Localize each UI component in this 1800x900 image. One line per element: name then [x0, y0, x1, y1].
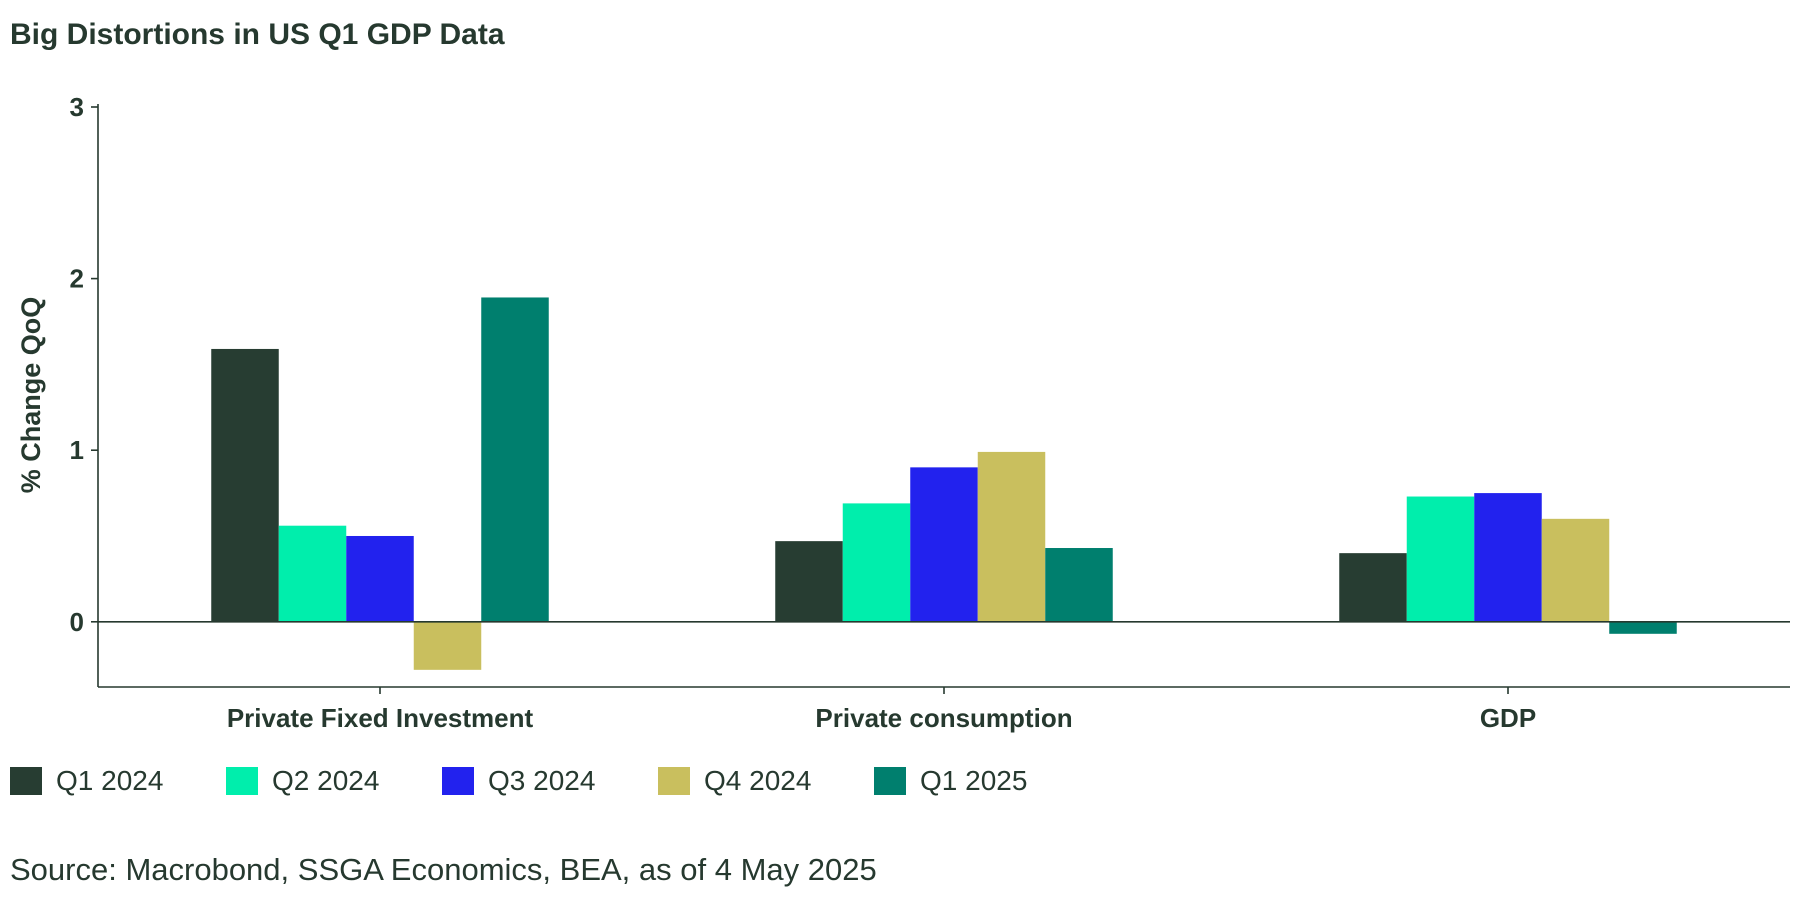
bar-q1-2025-cat-0: [481, 297, 549, 622]
legend-item: Q2 2024: [226, 765, 442, 797]
bar-q2-2024-cat-0: [278, 525, 347, 622]
legend-label: Q3 2024: [488, 765, 596, 796]
legend-swatch: [442, 767, 474, 795]
bar-q3-2024-cat-0: [346, 535, 414, 622]
bar-q1-2024-cat-2: [1339, 553, 1407, 622]
labels-layer: 0 1 2 3 Private Fixed Investment Private cons…: [16, 92, 1536, 733]
legend-label: Q1 2025: [920, 765, 1028, 796]
bar-q4-2024-cat-1: [977, 451, 1046, 622]
legend-label: Q1 2024: [56, 765, 164, 796]
bar-q1-2025-cat-2: [1609, 621, 1677, 634]
x-category-label: GDP: [1480, 703, 1536, 733]
axes-layer: [91, 104, 1790, 694]
bar-q2-2024-cat-1: [842, 503, 911, 622]
y-axis-label: % Change QoQ: [16, 297, 46, 494]
legend-swatch: [658, 767, 690, 795]
bar-q3-2024-cat-2: [1474, 493, 1542, 622]
bar-q1-2024-cat-0: [211, 348, 279, 622]
bar-q2-2024-cat-2: [1406, 496, 1475, 622]
legend-swatch: [874, 767, 906, 795]
source-note: Source: Macrobond, SSGA Economics, BEA, …: [10, 852, 877, 887]
x-category-label: Private Fixed Investment: [227, 703, 534, 733]
legend-item: Q1 2025: [874, 765, 1090, 797]
legend-item: Q1 2024: [10, 765, 226, 797]
chart-title: Big Distortions in US Q1 GDP Data: [10, 18, 505, 51]
x-category-label: Private consumption: [815, 703, 1072, 733]
bar-q3-2024-cat-1: [910, 467, 978, 622]
bar-q4-2024-cat-2: [1541, 518, 1610, 622]
legend-item: Q4 2024: [658, 765, 874, 797]
legend-label: Q2 2024: [272, 765, 380, 796]
bar-q1-2025-cat-1: [1045, 548, 1113, 622]
bars-layer: [211, 297, 1677, 670]
y-tick-label: 3: [70, 92, 84, 122]
legend-swatch: [226, 767, 258, 795]
legend-label: Q4 2024: [704, 765, 812, 796]
y-tick-label: 0: [70, 607, 84, 637]
y-tick-label: 1: [70, 435, 84, 465]
y-tick-label: 2: [70, 264, 84, 294]
bar-q1-2024-cat-1: [775, 541, 843, 622]
legend-swatch: [10, 767, 42, 795]
legend: Q1 2024 Q2 2024 Q3 2024 Q4 2024 Q1 2025: [10, 765, 1090, 797]
legend-item: Q3 2024: [442, 765, 658, 797]
bar-q4-2024-cat-0: [413, 621, 482, 670]
